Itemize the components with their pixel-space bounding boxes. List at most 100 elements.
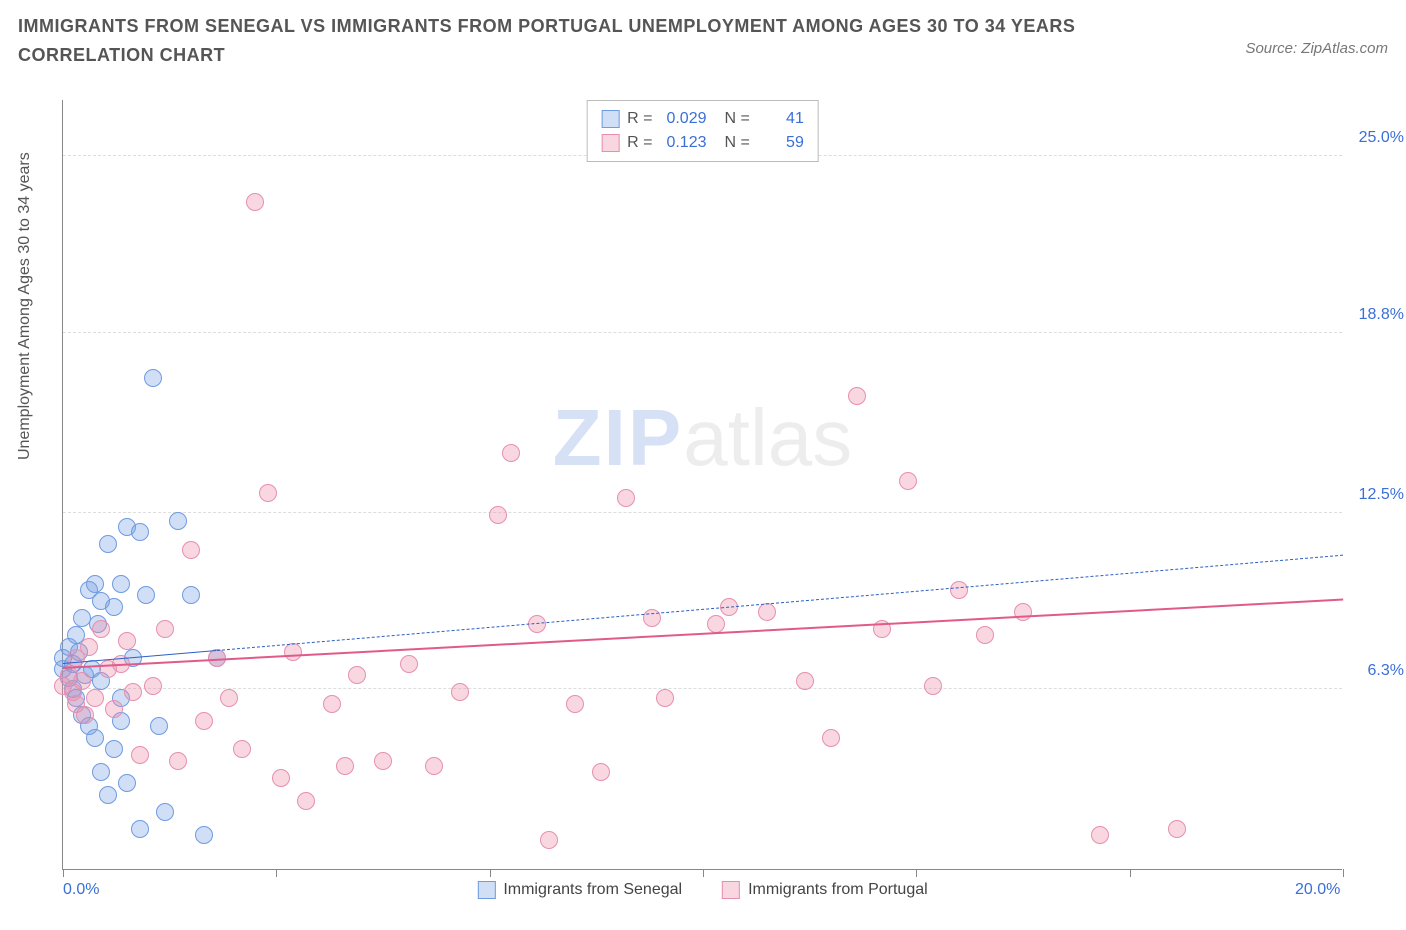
legend-label: Immigrants from Senegal [503, 881, 682, 899]
legend-series: Immigrants from Senegal Immigrants from P… [477, 881, 927, 899]
data-point [105, 700, 123, 718]
legend-label: Immigrants from Portugal [748, 881, 928, 899]
data-point [92, 620, 110, 638]
data-point [131, 523, 149, 541]
y-tick-label: 25.0% [1349, 129, 1404, 147]
stat-r-value: 0.123 [661, 131, 707, 155]
data-point [137, 586, 155, 604]
data-point [758, 603, 776, 621]
data-point [73, 672, 91, 690]
data-point [489, 506, 507, 524]
data-point [118, 774, 136, 792]
data-point [220, 689, 238, 707]
data-point [195, 712, 213, 730]
x-tick [703, 869, 704, 877]
gridline [63, 512, 1342, 513]
data-point [259, 484, 277, 502]
legend-item: Immigrants from Senegal [477, 881, 682, 899]
data-point [323, 695, 341, 713]
gridline [63, 688, 1342, 689]
x-tick [1343, 869, 1344, 877]
data-point [169, 752, 187, 770]
stat-r-value: 0.029 [661, 107, 707, 131]
data-point [86, 689, 104, 707]
data-point [899, 472, 917, 490]
data-point [1091, 826, 1109, 844]
stat-n-value: 41 [758, 107, 804, 131]
legend-swatch [601, 134, 619, 152]
data-point [425, 757, 443, 775]
data-point [451, 683, 469, 701]
title-bar: IMMIGRANTS FROM SENEGAL VS IMMIGRANTS FR… [0, 0, 1406, 74]
stat-label: R = [627, 131, 652, 155]
legend-stat-row: R = 0.029 N = 41 [601, 107, 804, 131]
data-point [156, 620, 174, 638]
data-point [150, 717, 168, 735]
legend-stat-row: R = 0.123 N = 59 [601, 131, 804, 155]
data-point [617, 489, 635, 507]
legend-item: Immigrants from Portugal [722, 881, 928, 899]
y-axis-label: Unemployment Among Ages 30 to 34 years [16, 152, 34, 460]
legend-swatch [477, 881, 495, 899]
y-tick-label: 6.3% [1349, 662, 1404, 680]
data-point [707, 615, 725, 633]
x-tick [490, 869, 491, 877]
data-point [502, 444, 520, 462]
data-point [131, 746, 149, 764]
data-point [156, 803, 174, 821]
data-point [86, 729, 104, 747]
data-point [92, 763, 110, 781]
legend-stats: R = 0.029 N = 41 R = 0.123 N = 59 [586, 100, 819, 162]
data-point [1168, 820, 1186, 838]
data-point [1014, 603, 1032, 621]
data-point [400, 655, 418, 673]
data-point [297, 792, 315, 810]
x-tick-label: 20.0% [1295, 881, 1340, 899]
watermark-zip: ZIP [553, 393, 683, 482]
data-point [195, 826, 213, 844]
stat-n-value: 59 [758, 131, 804, 155]
data-point [144, 677, 162, 695]
data-point [566, 695, 584, 713]
x-tick-label: 0.0% [63, 881, 99, 899]
data-point [86, 575, 104, 593]
watermark: ZIPatlas [553, 392, 852, 484]
data-point [284, 643, 302, 661]
data-point [348, 666, 366, 684]
stat-label: N = [725, 107, 750, 131]
data-point [182, 586, 200, 604]
data-point [105, 740, 123, 758]
stat-label: N = [725, 131, 750, 155]
data-point [272, 769, 290, 787]
data-point [118, 632, 136, 650]
y-tick-label: 18.8% [1349, 306, 1404, 324]
x-tick [276, 869, 277, 877]
data-point [144, 369, 162, 387]
data-point [124, 683, 142, 701]
y-tick-label: 12.5% [1349, 486, 1404, 504]
data-point [336, 757, 354, 775]
stat-label: R = [627, 107, 652, 131]
data-point [182, 541, 200, 559]
data-point [796, 672, 814, 690]
x-tick [63, 869, 64, 877]
data-point [246, 193, 264, 211]
data-point [99, 535, 117, 553]
data-point [112, 575, 130, 593]
chart-title: IMMIGRANTS FROM SENEGAL VS IMMIGRANTS FR… [18, 12, 1138, 70]
plot-area: ZIPatlas R =0.029N =41R =0.123N =59 Immi… [62, 100, 1382, 870]
x-tick [916, 869, 917, 877]
data-point [848, 387, 866, 405]
data-point [233, 740, 251, 758]
x-tick [1130, 869, 1131, 877]
data-point [592, 763, 610, 781]
data-point [80, 638, 98, 656]
legend-swatch [601, 110, 619, 128]
data-point [656, 689, 674, 707]
data-point [131, 820, 149, 838]
watermark-atlas: atlas [683, 393, 852, 482]
data-point [169, 512, 187, 530]
source-label: Source: ZipAtlas.com [1245, 40, 1388, 57]
data-point [540, 831, 558, 849]
trend-line [217, 554, 1343, 650]
